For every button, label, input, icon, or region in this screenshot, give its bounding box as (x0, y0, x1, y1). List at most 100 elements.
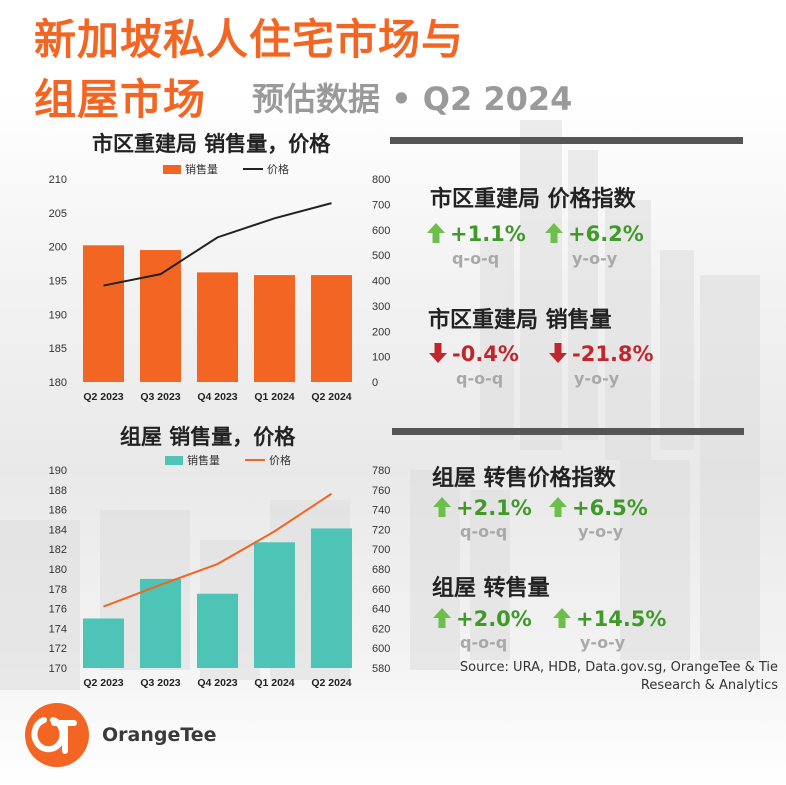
bar-sales (139, 578, 182, 668)
y-left-tick-label: 200 (49, 242, 67, 254)
line-price (103, 492, 333, 608)
kpi-value: +2.0% (456, 607, 532, 631)
y-left-tick-label: 190 (49, 309, 67, 321)
bar-sales (310, 275, 353, 382)
x-tick-label: Q2 2024 (311, 391, 351, 403)
ura-volume-yoy: -21.8% y-o-y (548, 342, 654, 388)
bar-sales (82, 245, 125, 382)
up-arrow-icon (548, 496, 568, 522)
bar-sales (139, 250, 182, 382)
y-left-tick-label: 176 (49, 604, 67, 616)
legend-swatch-sales (165, 456, 183, 465)
bar-sales (196, 593, 239, 668)
x-tick-label: Q3 2023 (140, 677, 180, 689)
y-right-tick-label: 7600 (372, 485, 390, 497)
x-tick-label: Q1 2024 (254, 677, 294, 689)
hdb-price-yoy: +6.5% y-o-y (548, 496, 648, 541)
y-left-tick-label: 190 (49, 465, 67, 477)
x-tick-label: Q2 2023 (83, 677, 123, 689)
kpi-value: +14.5% (576, 607, 667, 631)
kpi-label: y-o-y (578, 522, 624, 541)
x-tick-label: Q3 2023 (140, 391, 180, 403)
y-right-tick-label: 0 (372, 377, 378, 389)
hdb-chart-title: 组屋 销售量，价格 (120, 425, 296, 449)
x-tick-label: Q1 2024 (254, 391, 294, 403)
y-left-tick-label: 188 (49, 485, 67, 497)
hdb-volume-yoy: +14.5% y-o-y (552, 607, 667, 652)
y-right-tick-label: 8000 (372, 174, 390, 186)
kpi-label: q-o-q (456, 369, 504, 388)
y-right-tick-label: 7400 (372, 505, 390, 517)
y-left-tick-label: 180 (49, 564, 67, 576)
hdb-sales-price-chart: 销售量 价格 170 172 174 176 178 180 182 184 186 188 190 58… (49, 453, 390, 689)
kpi-value: -21.8% (572, 342, 654, 366)
source-line1: Source: URA, HDB, Data.gov.sg, OrangeTee… (459, 660, 778, 675)
y-right-tick-label: 6000 (372, 225, 390, 237)
ura-volume-qoq: -0.4% q-o-q (428, 342, 519, 388)
x-tick-label: Q4 2023 (197, 677, 237, 689)
y-right-tick-label: 6800 (372, 564, 390, 576)
y-left-tick-label: 170 (49, 663, 67, 675)
legend-label-price: 价格 (269, 453, 291, 467)
y-right-tick-label: 6600 (372, 584, 390, 596)
y-right-tick-label: 5800 (372, 663, 390, 675)
divider-top (390, 137, 743, 144)
legend-label-price: 价格 (267, 162, 289, 176)
up-arrow-icon (426, 222, 446, 248)
ura-chart-title: 市区重建局 销售量，价格 (92, 132, 331, 156)
y-right-tick-label: 3000 (372, 301, 390, 313)
y-right-tick-label: 1000 (372, 352, 390, 364)
bar-sales (82, 618, 125, 668)
ura-price-qoq: +1.1% q-o-q (426, 222, 526, 268)
y-right-tick-label: 7200 (372, 524, 390, 536)
y-right-tick-label: 7800 (372, 465, 390, 477)
kpi-value: +2.1% (456, 496, 532, 520)
kpi-label: q-o-q (460, 522, 508, 541)
kpi-value: +6.5% (572, 496, 648, 520)
y-right-tick-label: 6400 (372, 604, 390, 616)
page-subtitle: 预估数据 • Q2 2024 (252, 80, 573, 118)
y-left-tick-label: 180 (49, 377, 67, 389)
y-right-tick-label: 7000 (372, 199, 390, 211)
orangetee-logo-icon (25, 703, 89, 767)
ura-sales-price-chart: 销售量 价格 180 185 190 195 200 205 210 0 1000 2000 3000 4… (49, 162, 390, 403)
hdb-volume-heading: 组屋 转售量 (432, 576, 550, 601)
up-arrow-icon (552, 607, 572, 633)
legend-swatch-sales (163, 165, 181, 174)
divider-middle (392, 428, 744, 435)
hdb-volume-qoq: +2.0% q-o-q (432, 607, 532, 652)
kpi-value: +6.2% (568, 222, 644, 246)
y-right-tick-label: 6000 (372, 643, 390, 655)
kpi-label: q-o-q (452, 249, 500, 268)
source-line2: Research & Analytics (640, 678, 778, 693)
hdb-price-heading: 组屋 转售价格指数 (432, 466, 616, 491)
y-left-tick-label: 184 (49, 524, 67, 536)
kpi-label: y-o-y (580, 633, 626, 652)
y-left-tick-label: 210 (49, 174, 67, 186)
hdb-price-qoq: +2.1% q-o-q (432, 496, 532, 541)
y-right-tick-label: 5000 (372, 250, 390, 262)
page-title-line1: 新加坡私人住宅市场与 (34, 15, 465, 64)
up-arrow-icon (432, 496, 452, 522)
page-title-line2: 组屋市场 (34, 75, 207, 124)
up-arrow-icon (432, 607, 452, 633)
orangetee-logo-text: OrangeTee (102, 724, 217, 746)
x-tick-label: Q2 2024 (311, 677, 351, 689)
y-left-tick-label: 185 (49, 343, 67, 355)
y-right-tick-label: 7000 (372, 544, 390, 556)
up-arrow-icon (544, 222, 564, 248)
legend-label-sales: 销售量 (185, 162, 218, 176)
bar-sales (310, 528, 353, 668)
y-right-tick-label: 6200 (372, 623, 390, 635)
y-left-tick-label: 186 (49, 505, 67, 517)
y-right-tick-label: 4000 (372, 276, 390, 288)
ura-price-yoy: +6.2% y-o-y (544, 222, 644, 268)
source-note: Source: URA, HDB, Data.gov.sg, OrangeTee… (460, 659, 778, 695)
y-right-tick-label: 2000 (372, 326, 390, 338)
kpi-label: q-o-q (460, 633, 508, 652)
y-left-tick-label: 174 (49, 623, 67, 635)
bar-sales (253, 275, 296, 382)
y-left-tick-label: 178 (49, 584, 67, 596)
x-tick-label: Q4 2023 (197, 391, 237, 403)
y-left-tick-label: 172 (49, 643, 67, 655)
